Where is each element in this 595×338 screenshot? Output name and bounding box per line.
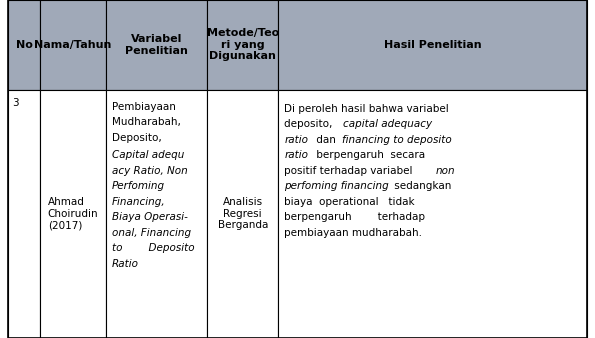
Text: Capital adequ: Capital adequ bbox=[112, 150, 184, 160]
Text: ratio: ratio bbox=[284, 135, 308, 145]
Text: Di peroleh hasil bahwa variabel: Di peroleh hasil bahwa variabel bbox=[284, 103, 449, 114]
Text: berpengaruh  secara: berpengaruh secara bbox=[312, 150, 425, 160]
Bar bbox=[106, 0, 207, 90]
Text: Biaya Operasi-: Biaya Operasi- bbox=[112, 212, 188, 222]
Text: Metode/Teo
ri yang
Digunakan: Metode/Teo ri yang Digunakan bbox=[206, 28, 279, 62]
Text: Mudharabah,: Mudharabah, bbox=[112, 117, 181, 127]
Bar bbox=[40, 0, 106, 90]
Text: 3: 3 bbox=[12, 98, 18, 107]
Bar bbox=[278, 90, 587, 338]
Text: dan: dan bbox=[312, 135, 339, 145]
Text: Analisis
Regresi
Berganda: Analisis Regresi Berganda bbox=[218, 197, 268, 231]
Text: berpengaruh        terhadap: berpengaruh terhadap bbox=[284, 212, 425, 222]
Text: biaya  operational   tidak: biaya operational tidak bbox=[284, 197, 415, 207]
Text: capital adequacy: capital adequacy bbox=[343, 119, 432, 129]
Text: to        Deposito: to Deposito bbox=[112, 243, 195, 253]
Text: pembiayaan mudharabah.: pembiayaan mudharabah. bbox=[284, 227, 422, 238]
Text: positif terhadap variabel: positif terhadap variabel bbox=[284, 166, 416, 175]
Text: Ahmad
Choirudin
(2017): Ahmad Choirudin (2017) bbox=[48, 197, 99, 231]
Text: financing to deposito: financing to deposito bbox=[342, 135, 452, 145]
Bar bbox=[8, 90, 40, 338]
Text: ratio: ratio bbox=[284, 150, 308, 160]
Bar bbox=[207, 90, 278, 338]
Bar bbox=[207, 0, 278, 90]
Text: Ratio: Ratio bbox=[112, 259, 139, 269]
Text: sedangkan: sedangkan bbox=[392, 181, 452, 191]
Text: non: non bbox=[436, 166, 456, 175]
Text: Financing,: Financing, bbox=[112, 197, 165, 207]
Text: onal, Financing: onal, Financing bbox=[112, 227, 191, 238]
Text: Pembiayaan: Pembiayaan bbox=[112, 102, 176, 112]
Bar bbox=[40, 90, 106, 338]
Text: Perfoming: Perfoming bbox=[112, 181, 165, 191]
Text: Variabel
Penelitian: Variabel Penelitian bbox=[125, 34, 188, 55]
Bar bbox=[8, 0, 40, 90]
Text: perfoming financing: perfoming financing bbox=[284, 181, 389, 191]
Text: Nama/Tahun: Nama/Tahun bbox=[35, 40, 112, 50]
Text: No: No bbox=[15, 40, 33, 50]
Text: Hasil Penelitian: Hasil Penelitian bbox=[384, 40, 482, 50]
Text: acy Ratio, Non: acy Ratio, Non bbox=[112, 166, 187, 175]
Bar bbox=[106, 90, 207, 338]
Bar bbox=[278, 0, 587, 90]
Text: deposito,: deposito, bbox=[284, 119, 336, 129]
Text: Deposito,: Deposito, bbox=[112, 132, 162, 143]
